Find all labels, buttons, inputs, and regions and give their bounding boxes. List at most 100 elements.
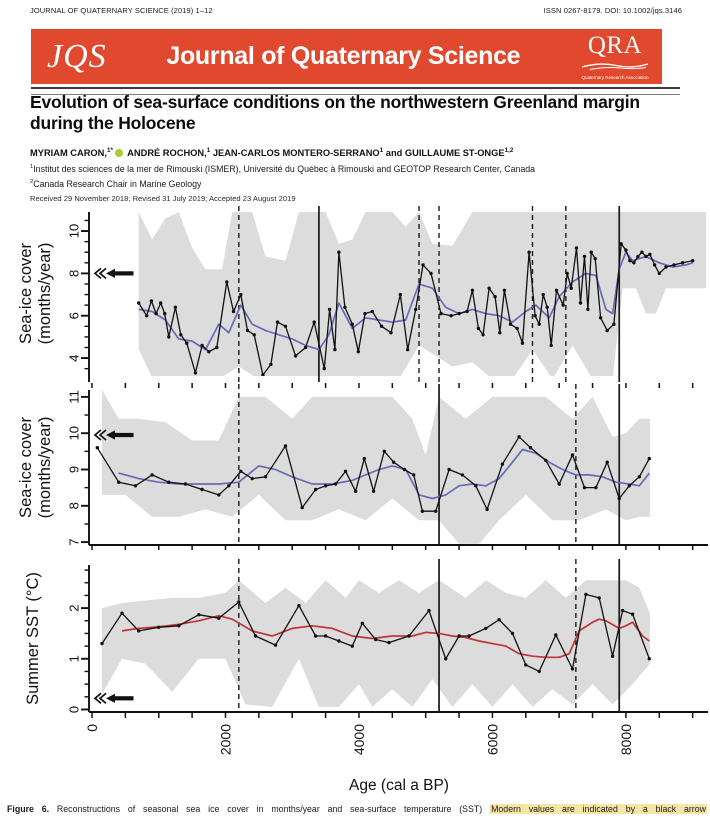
data-point bbox=[630, 612, 635, 616]
data-point bbox=[133, 484, 138, 488]
chevron-icon bbox=[98, 267, 107, 280]
caption-highlighted-text: Modern values are indicated by a black a… bbox=[490, 804, 707, 814]
data-point bbox=[193, 371, 198, 375]
data-point bbox=[636, 254, 640, 259]
author-affil-superscript: 1 bbox=[379, 147, 384, 154]
qra-logo: QRA Quaternary Research Association bbox=[580, 33, 650, 81]
data-point bbox=[200, 487, 204, 492]
data-point bbox=[460, 473, 465, 477]
data-point bbox=[350, 322, 354, 326]
data-point bbox=[95, 446, 100, 450]
chevron-icon bbox=[93, 267, 102, 280]
data-point bbox=[439, 311, 443, 316]
data-point bbox=[610, 654, 615, 658]
data-point bbox=[465, 309, 469, 314]
data-point bbox=[517, 435, 521, 439]
y-tick-label: 8 bbox=[67, 270, 82, 277]
data-point bbox=[561, 303, 565, 307]
data-point bbox=[537, 669, 541, 674]
chevron-icon bbox=[93, 692, 102, 704]
data-point bbox=[628, 259, 632, 263]
data-point bbox=[644, 254, 648, 259]
author-name: GUILLAUME ST-ONGE bbox=[404, 148, 505, 159]
data-point bbox=[333, 347, 337, 352]
data-point bbox=[392, 460, 396, 464]
data-point bbox=[231, 309, 236, 314]
data-point bbox=[398, 292, 402, 297]
modern-value-arrow bbox=[93, 267, 134, 280]
y-tick-label: 9 bbox=[67, 466, 82, 473]
data-point bbox=[183, 482, 188, 486]
data-point bbox=[527, 250, 531, 254]
journal-banner: JQS Journal of Quaternary Science QRA Qu… bbox=[31, 29, 662, 84]
header-double-rule bbox=[31, 87, 680, 95]
data-point bbox=[485, 507, 489, 512]
data-point bbox=[617, 496, 621, 501]
affiliations: 1Institut des sciences de la mer de Rimo… bbox=[30, 161, 535, 191]
x-axis-title: Age (cal a BP) bbox=[349, 777, 449, 794]
x-tick-label: 8000 bbox=[618, 724, 634, 755]
x-axis bbox=[91, 383, 694, 388]
data-point bbox=[312, 320, 316, 324]
data-point bbox=[179, 333, 183, 337]
data-point bbox=[337, 639, 341, 643]
data-point bbox=[652, 263, 657, 267]
x-axis: 0 2000 4000 6000 8000 Age (cal a BP) bbox=[84, 711, 708, 794]
y-tick-label: 2 bbox=[67, 604, 82, 611]
data-point bbox=[570, 667, 575, 671]
data-point bbox=[323, 484, 328, 488]
data-point bbox=[524, 663, 528, 667]
data-point bbox=[447, 467, 451, 472]
data-point bbox=[327, 307, 332, 312]
data-point bbox=[245, 328, 250, 333]
zone-marker-lines bbox=[238, 384, 621, 545]
y-tick-label: 6 bbox=[67, 312, 82, 319]
data-point bbox=[225, 280, 229, 284]
panel-summer-sst: 0 1 2 0 2000 4000 6000 8000 Age (cal a BP) Summer… bbox=[24, 559, 708, 794]
panel-sea-ice-cover-1: 4 6 8 10 Sea-ice cover (months/year) bbox=[17, 206, 706, 388]
data-point bbox=[360, 621, 364, 625]
uncertainty-envelope bbox=[102, 580, 650, 707]
data-point bbox=[434, 509, 438, 513]
data-point bbox=[263, 475, 268, 479]
data-point bbox=[261, 373, 265, 376]
data-point bbox=[578, 301, 583, 305]
reconstruction-series-line bbox=[96, 436, 650, 512]
orcid-icon[interactable] bbox=[114, 149, 123, 158]
y-tick-label: 11 bbox=[67, 390, 82, 404]
y-axis: 7 8 9 10 11 bbox=[67, 390, 90, 546]
data-point bbox=[510, 631, 515, 636]
data-point bbox=[605, 328, 609, 333]
data-point bbox=[597, 596, 601, 600]
data-point bbox=[323, 634, 328, 638]
data-point bbox=[589, 250, 593, 254]
panel-sea-ice-cover-2: 7 8 9 10 11 Sea-ice cover (months/year) bbox=[17, 384, 708, 550]
data-point bbox=[648, 252, 652, 256]
data-point bbox=[177, 624, 181, 628]
data-point bbox=[598, 316, 603, 320]
data-point bbox=[484, 626, 488, 631]
data-point bbox=[533, 314, 537, 318]
data-point bbox=[217, 616, 221, 620]
author-affil-superscript: 1,2 bbox=[504, 147, 514, 154]
data-point bbox=[157, 625, 161, 629]
data-point bbox=[402, 467, 406, 472]
data-point bbox=[412, 473, 416, 477]
data-point bbox=[389, 331, 393, 335]
data-point bbox=[570, 453, 575, 457]
data-point bbox=[569, 286, 573, 290]
author-separator: and bbox=[383, 148, 405, 159]
reconstruction-series-line bbox=[101, 593, 650, 673]
data-point bbox=[487, 286, 491, 290]
qra-subtitle: Quaternary Research Association bbox=[581, 74, 649, 80]
data-point bbox=[207, 350, 211, 354]
data-points bbox=[95, 435, 651, 513]
data-point bbox=[373, 637, 378, 642]
panel-y-axis-title: Sea-ice cover bbox=[17, 417, 35, 518]
data-point bbox=[680, 261, 685, 265]
data-point bbox=[500, 462, 505, 466]
data-point bbox=[252, 333, 256, 337]
data-point bbox=[476, 326, 481, 331]
caption-text: Reconstructions of seasonal sea ice cove… bbox=[49, 804, 491, 814]
